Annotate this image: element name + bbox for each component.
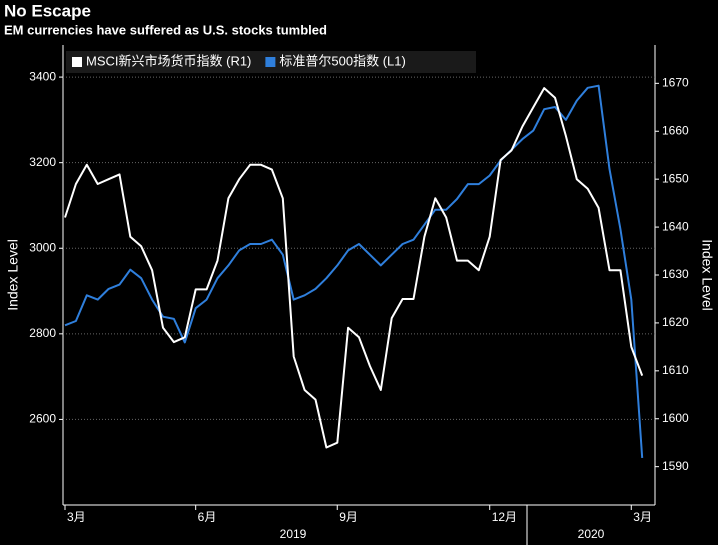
x-tick-label: 12月: [492, 510, 517, 524]
chart-title: No Escape: [4, 1, 91, 20]
legend-label: MSCI新兴市场货币指数 (R1): [86, 53, 251, 68]
y2-axis-label: Index Level: [699, 239, 715, 311]
y2-tick-label: 1670: [662, 76, 689, 90]
y2-tick-label: 1630: [662, 267, 689, 281]
legend-swatch: [72, 57, 82, 67]
y2-tick-label: 1660: [662, 123, 689, 137]
y-tick-label: 2600: [29, 412, 56, 426]
y-tick-label: 2800: [29, 326, 56, 340]
line-series: [64, 87, 644, 449]
legend-swatch: [265, 57, 276, 67]
y-tick-label: 3400: [29, 69, 56, 83]
year-label: 2019: [280, 527, 307, 541]
x-tick-label: 3月: [67, 510, 86, 524]
x-tick-label: 3月: [633, 510, 652, 524]
legend-label: 标准普尔500指数 (L1): [279, 53, 405, 68]
y2-tick-label: 1590: [662, 459, 689, 473]
y2-tick-label: 1610: [662, 363, 689, 377]
y-axis-label: Index Level: [5, 239, 21, 311]
y2-tick-label: 1650: [662, 171, 689, 185]
x-tick-label: 6月: [198, 510, 217, 524]
x-tick-label: 9月: [339, 510, 358, 524]
year-label: 2020: [578, 527, 605, 541]
y-tick-label: 3000: [29, 240, 56, 254]
y2-tick-label: 1620: [662, 315, 689, 329]
y2-tick-label: 1640: [662, 219, 689, 233]
chart-subtitle: EM currencies have suffered as U.S. stoc…: [4, 22, 327, 37]
y2-tick-label: 1600: [662, 411, 689, 425]
y-tick-label: 3200: [29, 155, 56, 169]
